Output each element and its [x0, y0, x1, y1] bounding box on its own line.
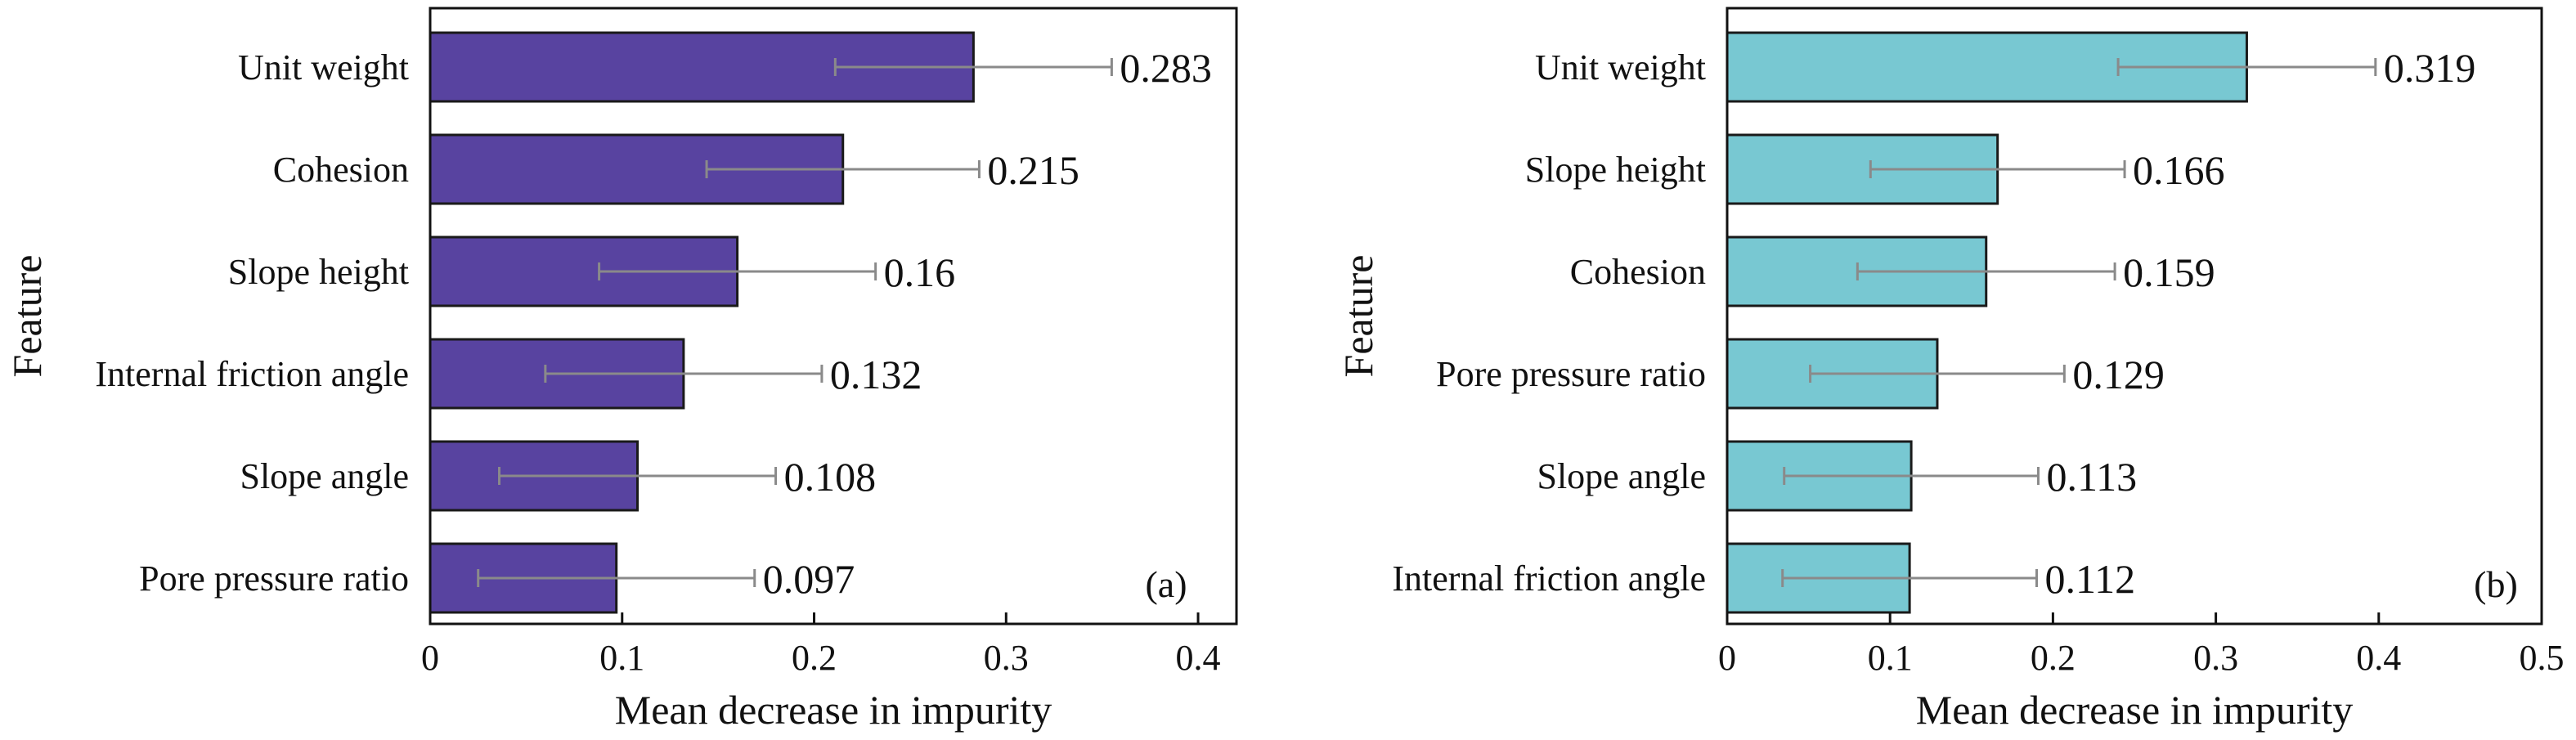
error-bar: [1869, 160, 2126, 178]
data-label: 0.129: [2072, 352, 2165, 397]
error-bar: [544, 365, 824, 383]
chart-panel-b: Unit weight 0.319 Slope height 0.166 Cohesio…: [1335, 7, 2565, 733]
data-label: 0.159: [2123, 249, 2215, 295]
error-bar: [477, 569, 756, 587]
category-label: Cohesion: [1570, 252, 1706, 292]
error-bar: [705, 160, 981, 178]
panel-label: (b): [2474, 563, 2518, 605]
error-bar: [1783, 467, 2040, 485]
y-axis-title: Feature: [1335, 255, 1381, 378]
category-label: Internal friction angle: [95, 354, 409, 394]
x-tick-label: 0.4: [1176, 638, 1221, 678]
x-tick-label: 0.1: [1868, 638, 1913, 678]
panel-label: (a): [1145, 563, 1187, 605]
x-axis-title: Mean decrease in impurity: [1916, 687, 2354, 733]
x-tick-label: 0.3: [2193, 638, 2238, 678]
data-label: 0.097: [763, 556, 855, 602]
plot-frame: [1726, 7, 2543, 626]
data-label: 0.108: [784, 454, 877, 500]
error-bar: [1856, 262, 2116, 280]
category-label: Pore pressure ratio: [1436, 354, 1706, 394]
category-label: Internal friction angle: [1392, 558, 1706, 599]
category-label: Slope height: [1525, 150, 1706, 190]
data-label: 0.132: [830, 352, 922, 397]
category-label: Unit weight: [1535, 47, 1706, 87]
data-label: 0.283: [1120, 45, 1212, 91]
error-bar: [498, 467, 778, 485]
category-label: Slope angle: [240, 456, 409, 496]
category-label: Slope height: [228, 252, 409, 292]
category-label: Slope angle: [1537, 456, 1706, 496]
x-tick-label: 0: [1718, 638, 1736, 678]
data-label: 0.113: [2046, 454, 2137, 500]
data-label: 0.319: [2384, 45, 2476, 91]
x-tick-label: 0.5: [2520, 638, 2565, 678]
data-label: 0.215: [987, 147, 1079, 193]
x-tick-label: 0.2: [792, 638, 837, 678]
data-label: 0.166: [2133, 147, 2225, 193]
data-label: 0.112: [2044, 556, 2135, 602]
category-label: Unit weight: [238, 47, 409, 87]
category-label: Cohesion: [273, 150, 409, 190]
plot-frame: [429, 7, 1238, 626]
error-bar: [1781, 569, 2038, 587]
error-bar: [833, 58, 1113, 76]
x-tick-label: 0.4: [2356, 638, 2401, 678]
error-bar: [2116, 58, 2377, 76]
x-tick-label: 0: [421, 638, 439, 678]
chart-panel-a: Unit weight 0.283 Cohesion 0.215 Slope heigh…: [4, 7, 1238, 733]
data-label: 0.16: [884, 249, 956, 295]
x-tick-label: 0.1: [599, 638, 644, 678]
category-label: Pore pressure ratio: [139, 558, 409, 599]
error-bar: [598, 262, 877, 280]
error-bar: [1809, 365, 2066, 383]
y-axis-title: Feature: [4, 255, 50, 378]
x-tick-label: 0.2: [2031, 638, 2076, 678]
x-tick-label: 0.3: [984, 638, 1029, 678]
x-axis-title: Mean decrease in impurity: [615, 687, 1052, 733]
